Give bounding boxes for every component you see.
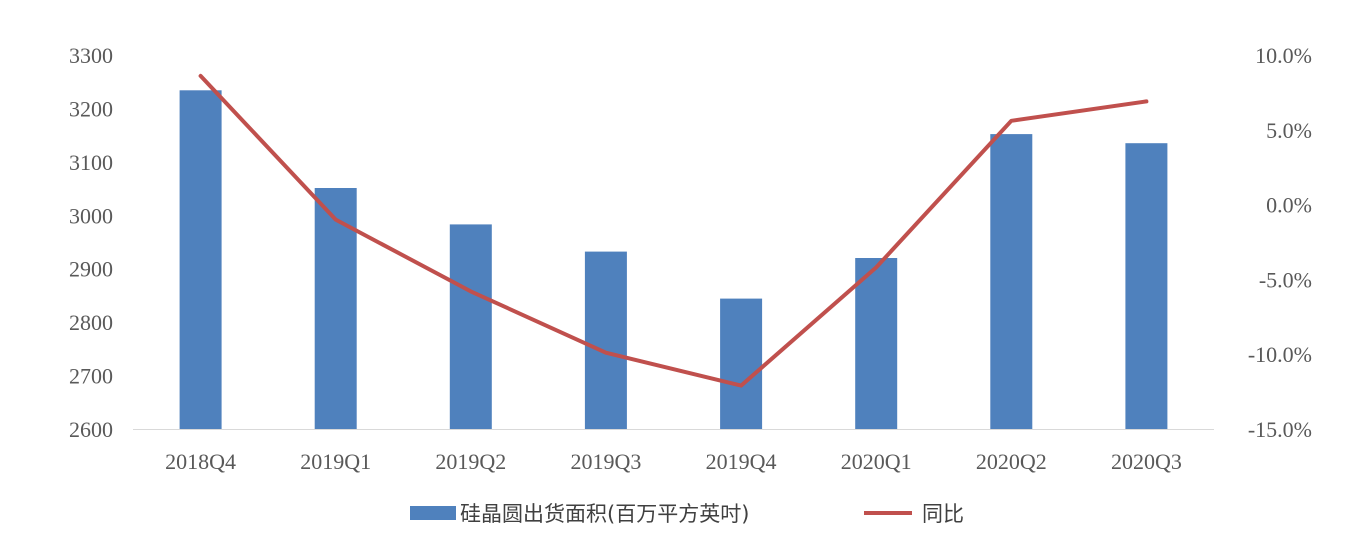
x-tick-label: 2018Q4 bbox=[165, 449, 236, 474]
right-tick-label: -5.0% bbox=[1259, 267, 1312, 292]
left-tick-label: 3200 bbox=[69, 96, 113, 121]
left-tick-label: 3300 bbox=[69, 43, 113, 68]
left-tick-label: 3100 bbox=[69, 150, 113, 175]
legend-line-label: 同比 bbox=[922, 502, 964, 526]
x-tick-label: 2020Q2 bbox=[976, 449, 1047, 474]
bar-2019Q4 bbox=[720, 298, 763, 429]
x-tick-label: 2019Q3 bbox=[570, 449, 641, 474]
left-axis-ticks: 2600 2700 2800 2900 3000 3100 3200 3300 bbox=[69, 43, 113, 442]
bars-layer bbox=[179, 90, 1168, 430]
x-tick-label: 2020Q1 bbox=[841, 449, 912, 474]
legend-bar-swatch bbox=[410, 506, 456, 520]
x-axis-ticks: 2018Q4 2019Q1 2019Q2 2019Q3 2019Q4 2020Q1 2020… bbox=[165, 449, 1182, 474]
bar-2020Q3 bbox=[1125, 143, 1168, 429]
right-tick-label: 0.0% bbox=[1266, 193, 1312, 218]
bar-2020Q2 bbox=[990, 134, 1033, 429]
left-tick-label: 2900 bbox=[69, 257, 113, 282]
right-tick-label: -10.0% bbox=[1248, 342, 1312, 367]
left-tick-label: 2800 bbox=[69, 310, 113, 335]
left-tick-label: 2600 bbox=[69, 417, 113, 442]
x-tick-label: 2019Q4 bbox=[706, 449, 777, 474]
bar-2019Q3 bbox=[584, 251, 627, 429]
right-tick-label: -15.0% bbox=[1248, 417, 1312, 442]
yoy-line bbox=[198, 73, 1149, 388]
x-tick-label: 2019Q1 bbox=[300, 449, 371, 474]
x-tick-label: 2020Q3 bbox=[1111, 449, 1182, 474]
bar-2019Q2 bbox=[449, 224, 492, 429]
bar-2020Q1 bbox=[855, 258, 898, 429]
legend: 硅晶圆出货面积(百万平方英吋) 同比 bbox=[410, 502, 964, 526]
bar-2019Q1 bbox=[314, 188, 357, 429]
bar-2018Q4 bbox=[179, 90, 222, 430]
left-tick-label: 3000 bbox=[69, 203, 113, 228]
line-layer bbox=[198, 73, 1149, 388]
right-axis-ticks: -15.0% -10.0% -5.0% 0.0% 5.0% 10.0% bbox=[1248, 43, 1312, 442]
x-tick-label: 2019Q2 bbox=[435, 449, 506, 474]
right-tick-label: 10.0% bbox=[1255, 43, 1312, 68]
legend-bar-label: 硅晶圆出货面积(百万平方英吋) bbox=[460, 502, 749, 526]
right-tick-label: 5.0% bbox=[1266, 118, 1312, 143]
left-tick-label: 2700 bbox=[69, 364, 113, 389]
